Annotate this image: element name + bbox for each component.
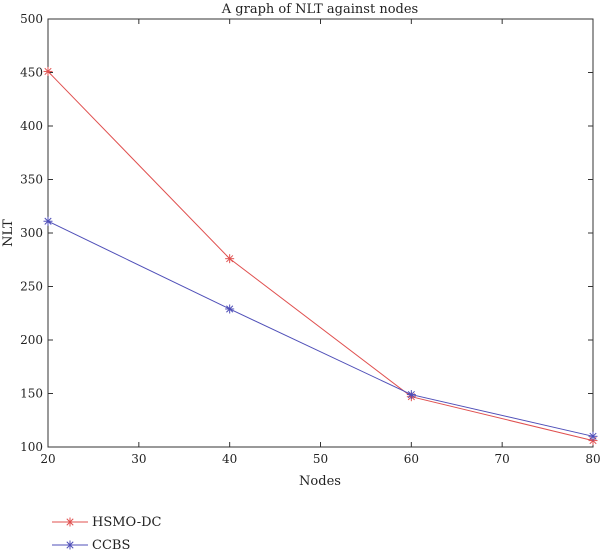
series-line-ccbs <box>47 220 594 437</box>
legend-marker-icon <box>65 540 75 550</box>
x-axis-title: Nodes <box>299 474 341 489</box>
y-axis: 100 150 200 250 300 350 400 450 500 <box>20 12 593 454</box>
y-tick-label: 300 <box>20 226 43 240</box>
x-tick-label: 30 <box>131 452 146 466</box>
legend-label: CCBS <box>92 538 130 553</box>
y-tick-label: 400 <box>20 119 43 133</box>
x-tick-label: 40 <box>222 452 237 466</box>
data-point-ccbs <box>588 431 598 441</box>
legend-label: HSMO-DC <box>92 515 162 530</box>
y-axis-title: NLT <box>1 219 16 247</box>
y-tick-label: 500 <box>20 12 43 26</box>
series-layer <box>43 66 598 446</box>
data-point-hsmo-dc <box>43 66 53 76</box>
series-line-hsmo-dc <box>47 71 594 442</box>
y-tick-label: 200 <box>20 333 43 347</box>
x-tick-label: 20 <box>40 452 55 466</box>
legend: HSMO-DC CCBS <box>52 515 162 553</box>
data-point-ccbs <box>225 304 235 314</box>
chart-title: A graph of NLT against nodes <box>221 2 418 17</box>
y-tick-label: 350 <box>20 173 43 187</box>
legend-item: CCBS <box>52 538 130 553</box>
data-point-hsmo-dc <box>225 254 235 264</box>
x-tick-label: 60 <box>404 452 419 466</box>
data-point-ccbs <box>406 390 416 400</box>
x-axis: 20 30 40 50 60 70 80 <box>40 19 600 466</box>
x-tick-label: 80 <box>585 452 600 466</box>
y-tick-label: 250 <box>20 280 43 294</box>
data-point-ccbs <box>43 216 53 226</box>
x-tick-label: 50 <box>313 452 328 466</box>
y-tick-label: 450 <box>20 66 43 80</box>
legend-marker-icon <box>65 517 75 527</box>
y-tick-label: 100 <box>20 440 43 454</box>
legend-item: HSMO-DC <box>52 515 162 530</box>
plot-frame <box>47 18 594 448</box>
x-tick-label: 70 <box>495 452 510 466</box>
y-tick-label: 150 <box>20 387 43 401</box>
